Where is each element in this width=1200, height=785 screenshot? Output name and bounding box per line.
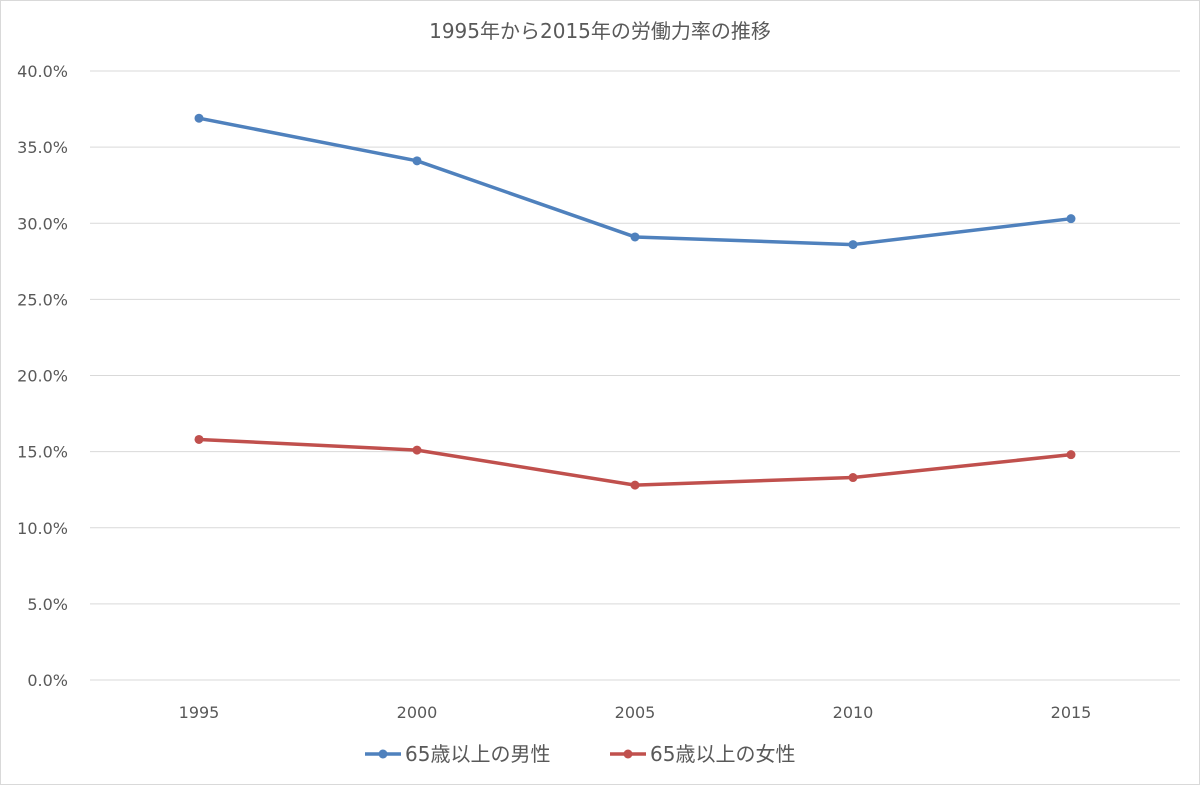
data-point (412, 156, 422, 166)
y-tick-label: 5.0% (27, 595, 68, 614)
x-tick-label: 2005 (615, 703, 656, 722)
y-axis: 0.0% 5.0% 10.0% 15.0% 20.0% 25.0% 30.0% 35.0% 40… (17, 62, 68, 690)
legend-label: 65歳以上の女性 (650, 742, 795, 766)
x-tick-label: 1995 (179, 703, 220, 722)
series-line (197, 437, 1073, 487)
y-tick-label: 10.0% (17, 519, 68, 538)
y-tick-label: 20.0% (17, 367, 68, 386)
legend-label: 65歳以上の男性 (405, 742, 550, 766)
x-axis: 1995 2000 2005 2010 2015 (179, 703, 1092, 722)
legend-item: 65歳以上の女性 (610, 742, 795, 766)
data-point (194, 113, 204, 123)
legend-point-marker (623, 749, 633, 759)
series-layer (194, 113, 1076, 490)
y-tick-label: 0.0% (27, 671, 68, 690)
x-tick-label: 2015 (1051, 703, 1092, 722)
series-line (197, 116, 1073, 247)
data-point (412, 445, 422, 455)
chart-title: 1995年から2015年の労働力率の推移 (429, 19, 771, 43)
y-tick-label: 15.0% (17, 443, 68, 462)
legend: 65歳以上の男性 65歳以上の女性 (365, 742, 795, 766)
gridlines (90, 70, 1180, 681)
data-point (194, 434, 204, 444)
series-2 (194, 434, 1076, 490)
series-1 (194, 113, 1076, 250)
legend-point-marker (378, 749, 388, 759)
data-point (630, 480, 640, 490)
data-point (848, 473, 858, 483)
y-tick-label: 25.0% (17, 290, 68, 309)
data-point (848, 240, 858, 250)
y-tick-label: 40.0% (17, 62, 68, 81)
x-tick-label: 2010 (833, 703, 874, 722)
y-tick-label: 35.0% (17, 138, 68, 157)
data-point (1066, 214, 1076, 224)
legend-item: 65歳以上の男性 (365, 742, 550, 766)
data-point (630, 232, 640, 242)
x-tick-label: 2000 (397, 703, 438, 722)
data-point (1066, 450, 1076, 460)
y-tick-label: 30.0% (17, 214, 68, 233)
